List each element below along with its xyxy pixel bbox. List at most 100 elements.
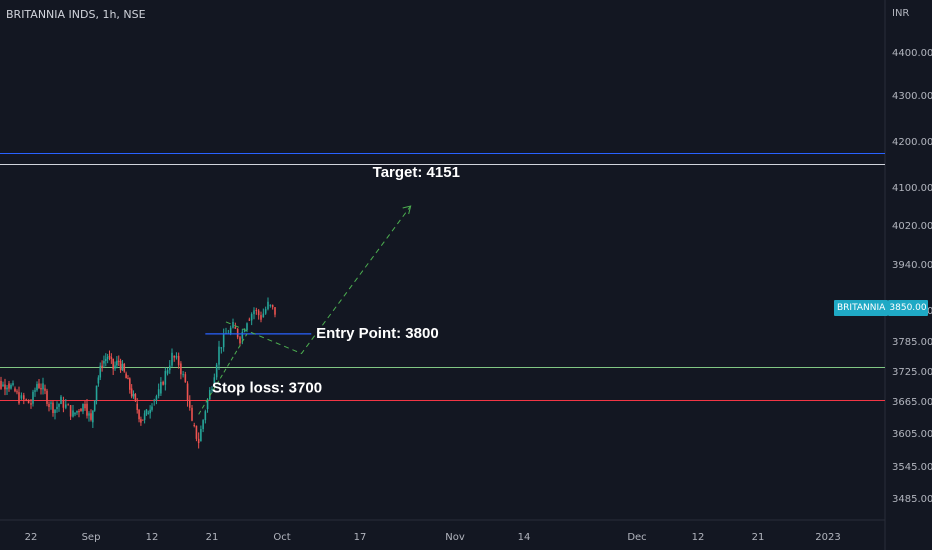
y-tick-label: 3485.00 [892,494,932,505]
symbol-title[interactable]: BRITANNIA INDS, 1h, NSE [6,8,146,21]
candle-body [99,365,102,378]
x-tick-label: Oct [273,532,290,543]
candle-body [255,310,258,311]
candle-body [160,381,162,394]
candle-body [200,428,202,442]
candle-body [72,410,74,417]
candle-body [30,403,32,405]
candle-body [95,385,98,401]
x-tick-label: 12 [692,532,705,543]
candle-body [164,371,167,385]
last-price-tag: 3850.00 [888,300,928,316]
candle-body [162,381,164,385]
x-tick-label: 17 [354,532,367,543]
candle-body [155,396,158,401]
candle-body [250,314,253,321]
candle-body [86,403,88,416]
candle-body [114,365,116,369]
candle-body [202,420,204,429]
price-axis[interactable]: 4400.00 4300.00 4200.00 4100.00 4020.00 3940.… [892,48,932,505]
candles-layer [0,297,276,449]
candle-body [116,360,118,366]
candle-body [34,390,36,392]
x-tick-label: 21 [206,532,219,543]
y-tick-label: 4300.00 [892,91,932,102]
candle-body [119,361,122,371]
candle-body [182,374,184,376]
candle-body [218,346,220,365]
target-projection-path [225,205,412,355]
candle-body [208,390,211,400]
candle-body [193,425,196,426]
candle-body [52,402,54,414]
candle-body [117,360,120,362]
candle-body [18,392,20,404]
candle-body [197,438,200,444]
candle-body [191,407,193,421]
candle-body [267,301,269,310]
candle-body [173,356,176,358]
candle-body [264,309,267,314]
candle-body [125,373,127,379]
candle-body [130,388,133,397]
y-tick-label: 4100.00 [892,183,932,194]
candle-body [106,356,109,359]
candle-body [134,394,137,400]
x-tick-label: 21 [752,532,765,543]
candle-body [40,388,42,390]
candle-body [82,403,84,412]
candle-body [97,377,100,384]
candle-body [171,352,173,366]
candle-body [108,356,111,358]
x-tick-label: Nov [445,532,465,543]
candle-body [42,383,44,390]
candle-body [206,399,209,409]
candle-body [140,419,142,423]
levels-layer [0,153,885,401]
x-tick-label: 2023 [815,532,840,543]
candle-body [12,383,14,385]
projection-arrow-head [402,205,412,215]
candle-body [253,310,255,315]
candle-body [184,374,187,383]
candle-body [147,413,150,415]
y-tick-label: 3725.00 [892,367,932,378]
candle-body [132,394,135,397]
candle-body [213,377,216,384]
candle-body [58,404,60,407]
y-tick-label: 3545.00 [892,462,932,473]
candle-body [243,330,246,332]
candle-body [8,383,10,389]
annotation-label: Stop loss: 3700 [212,380,322,397]
candle-body [80,409,82,412]
time-axis[interactable]: 22 Sep 12 21 Oct 17 Nov 14 Dec 12 21 2023 [25,532,841,543]
candle-body [0,380,2,389]
labels-layer: Target: 4151 Entry Point: 3800 Stop loss: … [212,164,460,396]
candle-body [248,319,251,321]
x-tick-label: Dec [627,532,646,543]
candle-body [48,403,50,408]
support-projection [198,333,248,415]
x-tick-label: 12 [146,532,159,543]
candle-body [136,403,139,410]
x-tick-label: Sep [82,532,101,543]
candle-body [260,315,262,320]
candle-body [54,409,56,414]
candle-body [232,321,234,328]
candle-body [241,331,244,339]
candle-body [153,400,156,402]
candle-body [16,391,18,393]
candle-body [88,413,90,416]
candle-body [157,389,160,397]
candle-body [46,390,48,404]
candle-body [269,304,272,306]
candle-body [92,410,94,423]
candle-body [215,364,218,378]
candle-body [32,391,34,404]
candle-body [36,384,38,391]
candle-body [220,347,223,349]
candle-body [84,403,86,409]
candle-body [141,419,144,421]
